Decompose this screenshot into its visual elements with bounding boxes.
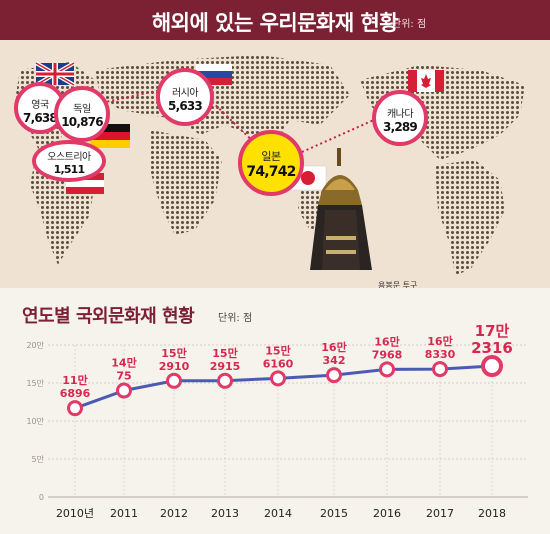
continents-dotted bbox=[15, 55, 525, 275]
country-value: 3,289 bbox=[383, 120, 418, 134]
country-value: 10,876 bbox=[61, 115, 103, 129]
russia-flag-icon bbox=[196, 64, 232, 85]
uk-flag-icon bbox=[34, 61, 76, 87]
x-tick-label: 2016 bbox=[373, 507, 401, 520]
y-tick-label: 15만 bbox=[26, 379, 44, 388]
chart-unit: 단위: 점 bbox=[218, 313, 253, 324]
header-bar: 해외에 있는 우리문화재 현황 단위: 점 bbox=[0, 0, 550, 40]
country-name: 캐나다 bbox=[386, 109, 414, 120]
data-label-bottom: 2915 bbox=[210, 360, 241, 373]
helmet-artifact-image bbox=[310, 148, 372, 270]
germany-flag-icon bbox=[90, 124, 130, 148]
data-label-bottom: 2316 bbox=[471, 339, 513, 357]
chart-title: 연도별 국외문화재 현황 bbox=[22, 306, 195, 327]
country-name: 영국 bbox=[31, 100, 49, 111]
y-tick-label: 0 bbox=[39, 493, 44, 502]
x-tick-label: 2012 bbox=[160, 507, 188, 520]
data-label-bottom: 2910 bbox=[159, 360, 190, 373]
x-tick-label: 2015 bbox=[320, 507, 348, 520]
x-tick-label: 2018 bbox=[478, 507, 506, 520]
country-value: 74,742 bbox=[246, 164, 296, 180]
data-label-top: 16만 bbox=[321, 340, 346, 354]
data-label-top: 14만 bbox=[111, 356, 136, 370]
header-unit: 단위: 점 bbox=[392, 19, 427, 30]
y-tick-label: 20만 bbox=[26, 341, 44, 350]
bubble-canada: 캐나다 3,289 bbox=[372, 90, 428, 146]
data-label-top: 17만 bbox=[475, 322, 510, 340]
country-name: 러시아 bbox=[171, 88, 199, 99]
bubble-germany: 독일 10,876 bbox=[54, 86, 110, 142]
x-tick-label: 2017 bbox=[426, 507, 454, 520]
x-tick-label: 2014 bbox=[264, 507, 292, 520]
data-point bbox=[217, 372, 233, 389]
data-point bbox=[432, 361, 448, 378]
x-tick-label: 2013 bbox=[211, 507, 239, 520]
data-series-line bbox=[74, 364, 493, 410]
page-title: 해외에 있는 우리문화재 현황 bbox=[151, 11, 399, 35]
data-point bbox=[166, 372, 182, 389]
country-name: 오스트리아 bbox=[47, 152, 91, 163]
data-label-top: 16만 bbox=[427, 334, 452, 348]
country-value: 1,511 bbox=[53, 163, 86, 176]
y-tick-label: 10만 bbox=[26, 417, 44, 426]
data-label-top: 16만 bbox=[374, 334, 399, 348]
data-point bbox=[67, 400, 83, 417]
bubble-russia: 러시아 5,633 bbox=[156, 68, 214, 126]
data-label-bottom: 6896 bbox=[60, 387, 91, 400]
data-label-bottom: 6160 bbox=[263, 357, 294, 370]
data-point bbox=[379, 361, 395, 378]
country-value: 5,633 bbox=[168, 99, 203, 113]
bubble-austria: 오스트리아 1,511 bbox=[32, 140, 106, 182]
x-tick-label: 2010년 bbox=[56, 507, 94, 520]
bubble-japan: 일본 74,742 bbox=[238, 130, 304, 196]
chart-section bbox=[0, 288, 550, 534]
x-tick-label: 2011 bbox=[110, 507, 138, 520]
country-name: 일본 bbox=[261, 150, 281, 163]
y-tick-label: 5만 bbox=[32, 455, 45, 464]
data-point bbox=[326, 367, 342, 384]
data-point bbox=[481, 355, 503, 378]
data-label-bottom: 8330 bbox=[425, 348, 456, 361]
country-value: 7,638 bbox=[23, 111, 58, 125]
data-label-top: 15만 bbox=[212, 346, 237, 360]
data-label-top: 15만 bbox=[161, 346, 186, 360]
data-label-top: 15만 bbox=[265, 343, 290, 357]
country-name: 독일 bbox=[73, 104, 91, 115]
data-point bbox=[116, 382, 132, 399]
artifact-caption: 용봉문 투구 bbox=[378, 281, 418, 290]
data-point bbox=[270, 370, 286, 387]
data-label-bottom: 7968 bbox=[372, 348, 403, 361]
world-map-section: 영국 7,638 독일 10,876 오스트리아 1,511 러시아 5,633… bbox=[0, 40, 550, 288]
data-label-bottom: 75 bbox=[116, 370, 131, 383]
world-map bbox=[15, 55, 525, 275]
data-label-bottom: 342 bbox=[323, 354, 346, 367]
data-label-top: 11만 bbox=[62, 373, 87, 387]
canada-flag-icon bbox=[408, 70, 444, 92]
